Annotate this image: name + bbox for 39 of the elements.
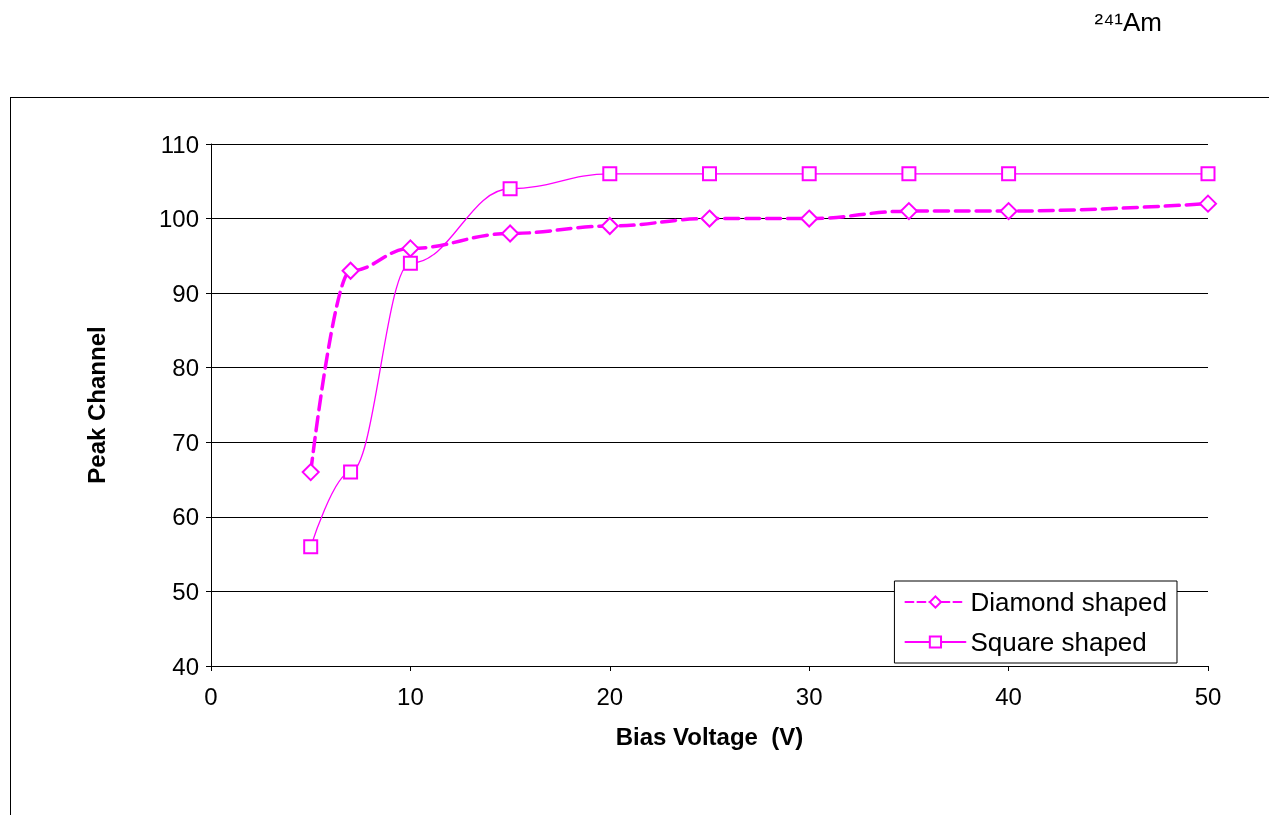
- x-tick-label: 10: [397, 682, 424, 710]
- point: [401, 239, 420, 258]
- point: [602, 166, 618, 182]
- y-tick-label: 40: [172, 652, 199, 680]
- point: [343, 464, 359, 480]
- x-tick-label: 30: [795, 682, 823, 710]
- chart-title: ²⁴¹Am: [1094, 7, 1163, 37]
- point: [341, 261, 360, 280]
- x-tick-label: 0: [204, 682, 218, 710]
- y-tick-label: 50: [172, 577, 199, 605]
- y-tick-label: 100: [158, 205, 199, 233]
- y-tick-label: 70: [172, 428, 199, 456]
- point: [899, 202, 918, 221]
- point: [800, 209, 819, 228]
- point: [801, 166, 817, 182]
- point: [402, 255, 418, 271]
- x-tick-label: 50: [1194, 682, 1222, 710]
- x-tick-label: 40: [995, 682, 1022, 710]
- point: [501, 224, 520, 243]
- legend-label: Square shaped: [970, 627, 1147, 657]
- point: [999, 202, 1018, 221]
- legend-label: Diamond shaped: [970, 587, 1167, 617]
- point: [303, 539, 319, 555]
- point: [600, 217, 619, 236]
- point: [702, 166, 717, 182]
- y-tick-label: 90: [172, 279, 199, 307]
- point: [1199, 194, 1217, 213]
- y-axis-title: Peak Channel: [82, 326, 110, 484]
- point: [700, 209, 719, 228]
- y-tick-label: 110: [160, 130, 199, 158]
- y-tick-label: 80: [172, 354, 199, 382]
- point: [502, 181, 518, 197]
- point: [301, 463, 320, 482]
- point: [1001, 166, 1017, 182]
- x-tick-label: 20: [596, 682, 624, 710]
- point: [1200, 166, 1216, 182]
- y-tick-label: 60: [172, 503, 199, 531]
- point: [901, 166, 917, 182]
- x-axis-title: Bias Voltage (V): [615, 722, 804, 750]
